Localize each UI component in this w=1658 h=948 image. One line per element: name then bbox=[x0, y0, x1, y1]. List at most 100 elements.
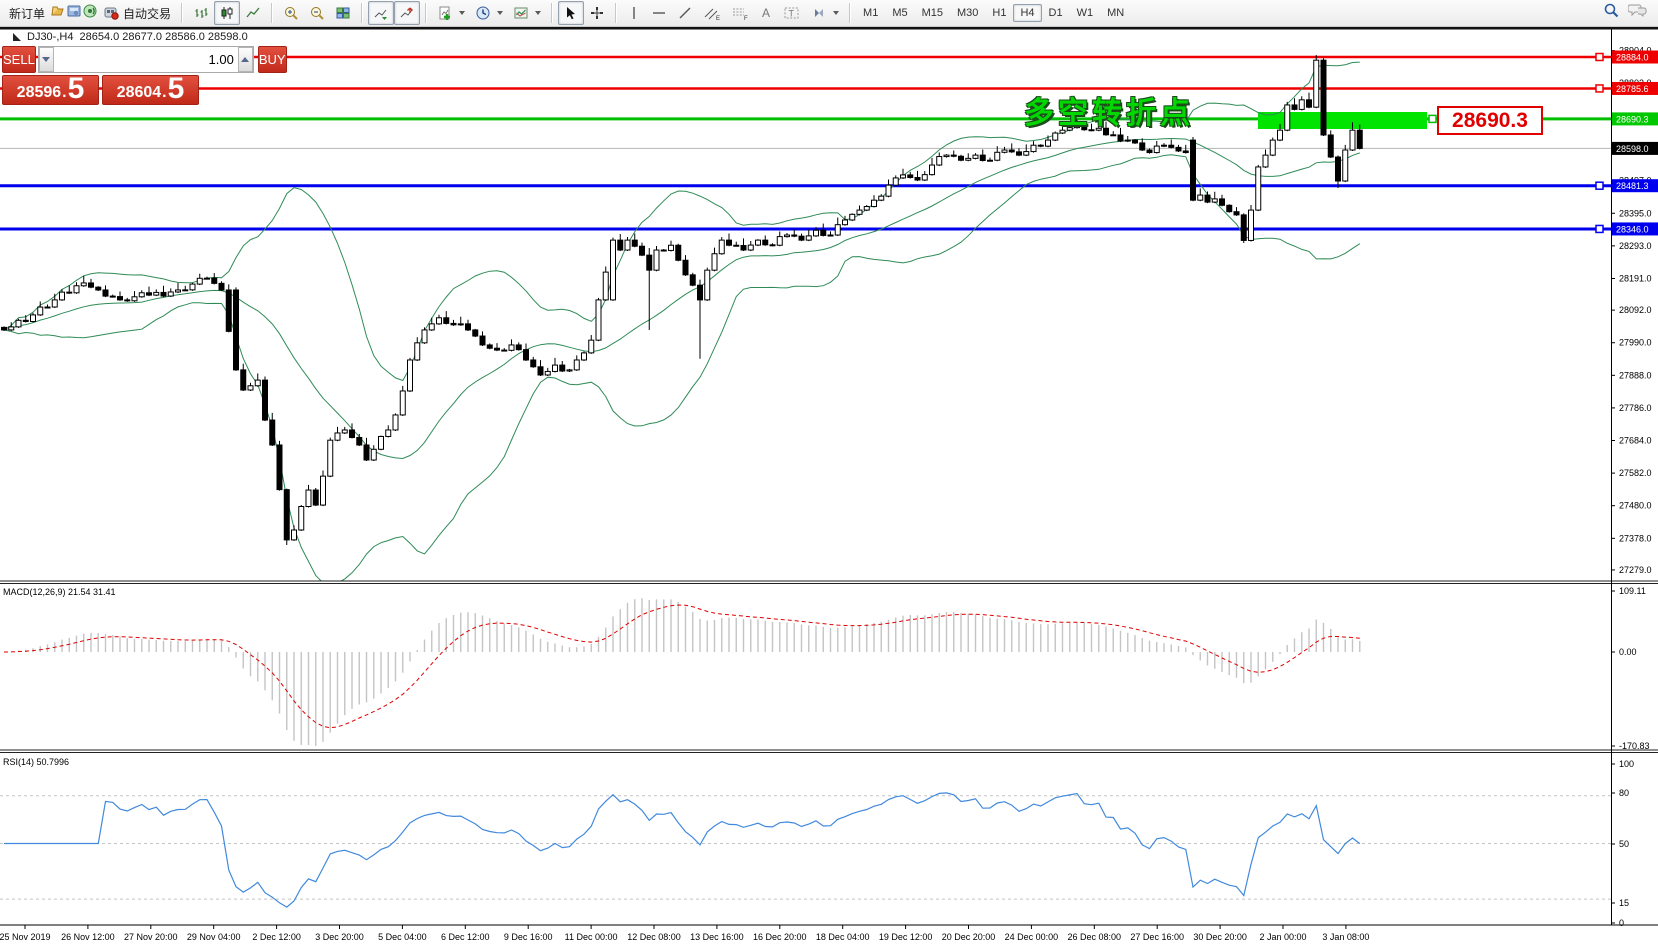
fibonacci-tool-button[interactable]: F bbox=[726, 1, 754, 25]
sell-button[interactable]: SELL bbox=[2, 46, 36, 73]
periods-button[interactable] bbox=[470, 1, 508, 25]
zoom-out-button[interactable] bbox=[304, 1, 330, 25]
timeframe-h4-button[interactable]: H4 bbox=[1013, 4, 1042, 22]
price-callout-tag[interactable]: 28690.3 bbox=[1437, 106, 1543, 135]
horizontal-line-tool-button[interactable] bbox=[646, 1, 672, 25]
price-panel bbox=[0, 52, 1611, 581]
text-tool-button[interactable]: A bbox=[754, 1, 778, 25]
svg-text:100: 100 bbox=[1619, 759, 1634, 769]
svg-text:27684.0: 27684.0 bbox=[1619, 436, 1652, 446]
time-axis[interactable]: 25 Nov 2019 26 Nov 12:00 27 Nov 20:00 29 No… bbox=[0, 925, 1369, 942]
buy-price-main: 28604 bbox=[116, 84, 162, 101]
price-tag bbox=[1612, 222, 1658, 236]
triangle-down-icon bbox=[42, 57, 51, 62]
volume-increase-button[interactable] bbox=[237, 47, 253, 72]
svg-text:9 Dec 16:00: 9 Dec 16:00 bbox=[504, 932, 553, 942]
timeframe-m5-button[interactable]: M5 bbox=[892, 7, 908, 19]
buy-button[interactable]: BUY bbox=[257, 46, 287, 73]
svg-text:80: 80 bbox=[1619, 788, 1629, 798]
timeframe-h1-button[interactable]: H1 bbox=[992, 7, 1007, 19]
svg-text:28346.0: 28346.0 bbox=[1616, 224, 1649, 234]
zoom-in-button[interactable] bbox=[278, 1, 304, 25]
text-label-tool-button[interactable]: T bbox=[778, 1, 806, 25]
bar-chart-button[interactable] bbox=[188, 1, 214, 25]
svg-text:0.00: 0.00 bbox=[1619, 647, 1637, 657]
one-click-panel-toggle-icon[interactable] bbox=[13, 33, 21, 41]
line-chart-button[interactable] bbox=[240, 1, 266, 25]
toolbar-separator bbox=[615, 3, 618, 23]
line-endpoint-marker bbox=[1595, 224, 1604, 234]
svg-text:2 Jan 00:00: 2 Jan 00:00 bbox=[1259, 932, 1306, 942]
decimal-point: . bbox=[162, 84, 167, 101]
macd-indicator-label: MACD(12,26,9) 21.54 31.41 bbox=[3, 587, 116, 597]
macd-panel bbox=[3, 598, 1361, 746]
equidistant-channel-tool-button[interactable]: E bbox=[698, 1, 726, 25]
autotrading-icon bbox=[103, 4, 119, 23]
svg-text:109.11: 109.11 bbox=[1619, 586, 1646, 596]
svg-text:29 Nov 04:00: 29 Nov 04:00 bbox=[187, 932, 241, 942]
auto-scroll-button[interactable] bbox=[368, 1, 395, 25]
timeframe-m1-button[interactable]: M1 bbox=[863, 7, 879, 19]
window-top-border bbox=[0, 27, 1658, 30]
svg-text:27582.0: 27582.0 bbox=[1619, 468, 1652, 478]
timeframe-mn-button[interactable]: MN bbox=[1107, 7, 1125, 19]
timeframe-d1-button[interactable]: D1 bbox=[1048, 7, 1063, 19]
volume-decrease-button[interactable] bbox=[38, 47, 54, 72]
supply-zone-rectangle[interactable] bbox=[1258, 112, 1427, 129]
svg-text:26 Dec 08:00: 26 Dec 08:00 bbox=[1068, 932, 1122, 942]
turning-point-annotation[interactable]: 多空转折点 bbox=[1024, 97, 1194, 130]
sell-price[interactable]: 28596. 5 bbox=[2, 74, 99, 105]
sell-price-main: 28596 bbox=[16, 84, 62, 101]
line-endpoint-marker bbox=[1595, 181, 1604, 190]
buy-price[interactable]: 28604. 5 bbox=[102, 72, 199, 105]
svg-text:0: 0 bbox=[1619, 918, 1624, 928]
svg-text:50: 50 bbox=[1619, 839, 1629, 849]
triangle-up-icon bbox=[241, 57, 250, 62]
svg-text:27378.0: 27378.0 bbox=[1619, 533, 1652, 543]
templates-button[interactable] bbox=[508, 1, 546, 25]
price-tag bbox=[1612, 112, 1658, 126]
buy-price-pips: 5 bbox=[167, 72, 185, 105]
crosshair-button[interactable] bbox=[584, 1, 610, 25]
toolbar-separator bbox=[361, 3, 364, 23]
profiles-icon[interactable] bbox=[50, 3, 66, 24]
svg-text:27888.0: 27888.0 bbox=[1619, 370, 1652, 380]
price-axis[interactable]: 28904.028802.028700.028497.028395.028293… bbox=[1611, 46, 1658, 928]
svg-text:A: A bbox=[762, 6, 770, 20]
svg-text:28884.0: 28884.0 bbox=[1616, 53, 1649, 63]
search-icon[interactable] bbox=[1603, 2, 1620, 24]
price-tag bbox=[1612, 50, 1658, 64]
chart-shift-button[interactable] bbox=[394, 1, 421, 25]
autotrading-button[interactable]: 自动交易 bbox=[98, 1, 176, 25]
svg-text:12 Dec 08:00: 12 Dec 08:00 bbox=[627, 932, 681, 942]
cursor-button[interactable] bbox=[558, 1, 585, 25]
arrows-tool-button[interactable] bbox=[806, 1, 844, 25]
volume-input[interactable] bbox=[53, 47, 238, 72]
candlestick-chart-button[interactable] bbox=[214, 1, 241, 25]
signals-icon[interactable] bbox=[82, 3, 98, 24]
rsi-indicator-label: RSI(14) 50.7996 bbox=[3, 757, 70, 767]
toolbar-separator bbox=[551, 3, 554, 23]
svg-text:3 Jan 08:00: 3 Jan 08:00 bbox=[1322, 932, 1369, 942]
market-watch-icon[interactable] bbox=[66, 3, 82, 24]
trendline-tool-button[interactable] bbox=[672, 1, 698, 25]
svg-text:28785.6: 28785.6 bbox=[1616, 84, 1649, 94]
svg-text:19 Dec 12:00: 19 Dec 12:00 bbox=[879, 932, 933, 942]
toolbar-separator bbox=[181, 3, 184, 23]
add-indicator-button[interactable] bbox=[432, 1, 470, 25]
timeframe-w1-button[interactable]: W1 bbox=[1076, 7, 1094, 19]
svg-text:28598.0: 28598.0 bbox=[1616, 144, 1649, 154]
dropdown-caret-icon bbox=[459, 11, 466, 15]
svg-text:25 Nov 2019: 25 Nov 2019 bbox=[0, 932, 51, 942]
new-order-button[interactable]: 新订单 bbox=[4, 1, 50, 25]
rsi-panel bbox=[0, 792, 1611, 908]
vertical-line-tool-button[interactable] bbox=[622, 1, 646, 25]
timeframe-m30-button[interactable]: M30 bbox=[957, 7, 979, 19]
toolbar-separator bbox=[271, 3, 274, 23]
timeframe-m15-button[interactable]: M15 bbox=[921, 7, 943, 19]
chat-icon[interactable] bbox=[1627, 2, 1648, 24]
chart-title: DJ30-,H4 28654.0 28677.0 28586.0 28598.0 bbox=[13, 31, 248, 43]
dropdown-caret-icon bbox=[833, 11, 840, 15]
tile-windows-button[interactable] bbox=[330, 1, 356, 25]
